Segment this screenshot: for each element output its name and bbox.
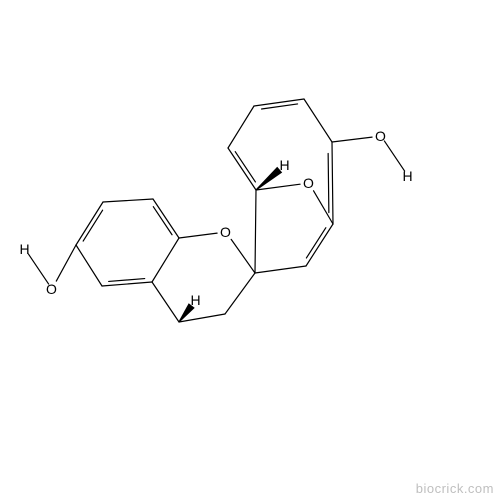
atom-label: H	[279, 157, 290, 173]
structure-canvas: OOOHOHHH biocrick.com	[0, 0, 500, 500]
atom-label: H	[19, 241, 30, 257]
atom-label: O	[303, 175, 315, 191]
atom-label: H	[190, 292, 201, 308]
atom-label: O	[46, 281, 58, 297]
atom-label: O	[220, 224, 232, 240]
atom-label: O	[375, 128, 387, 144]
bond-layer	[0, 0, 500, 500]
atom-label: H	[402, 168, 413, 184]
watermark: biocrick.com	[416, 481, 494, 496]
